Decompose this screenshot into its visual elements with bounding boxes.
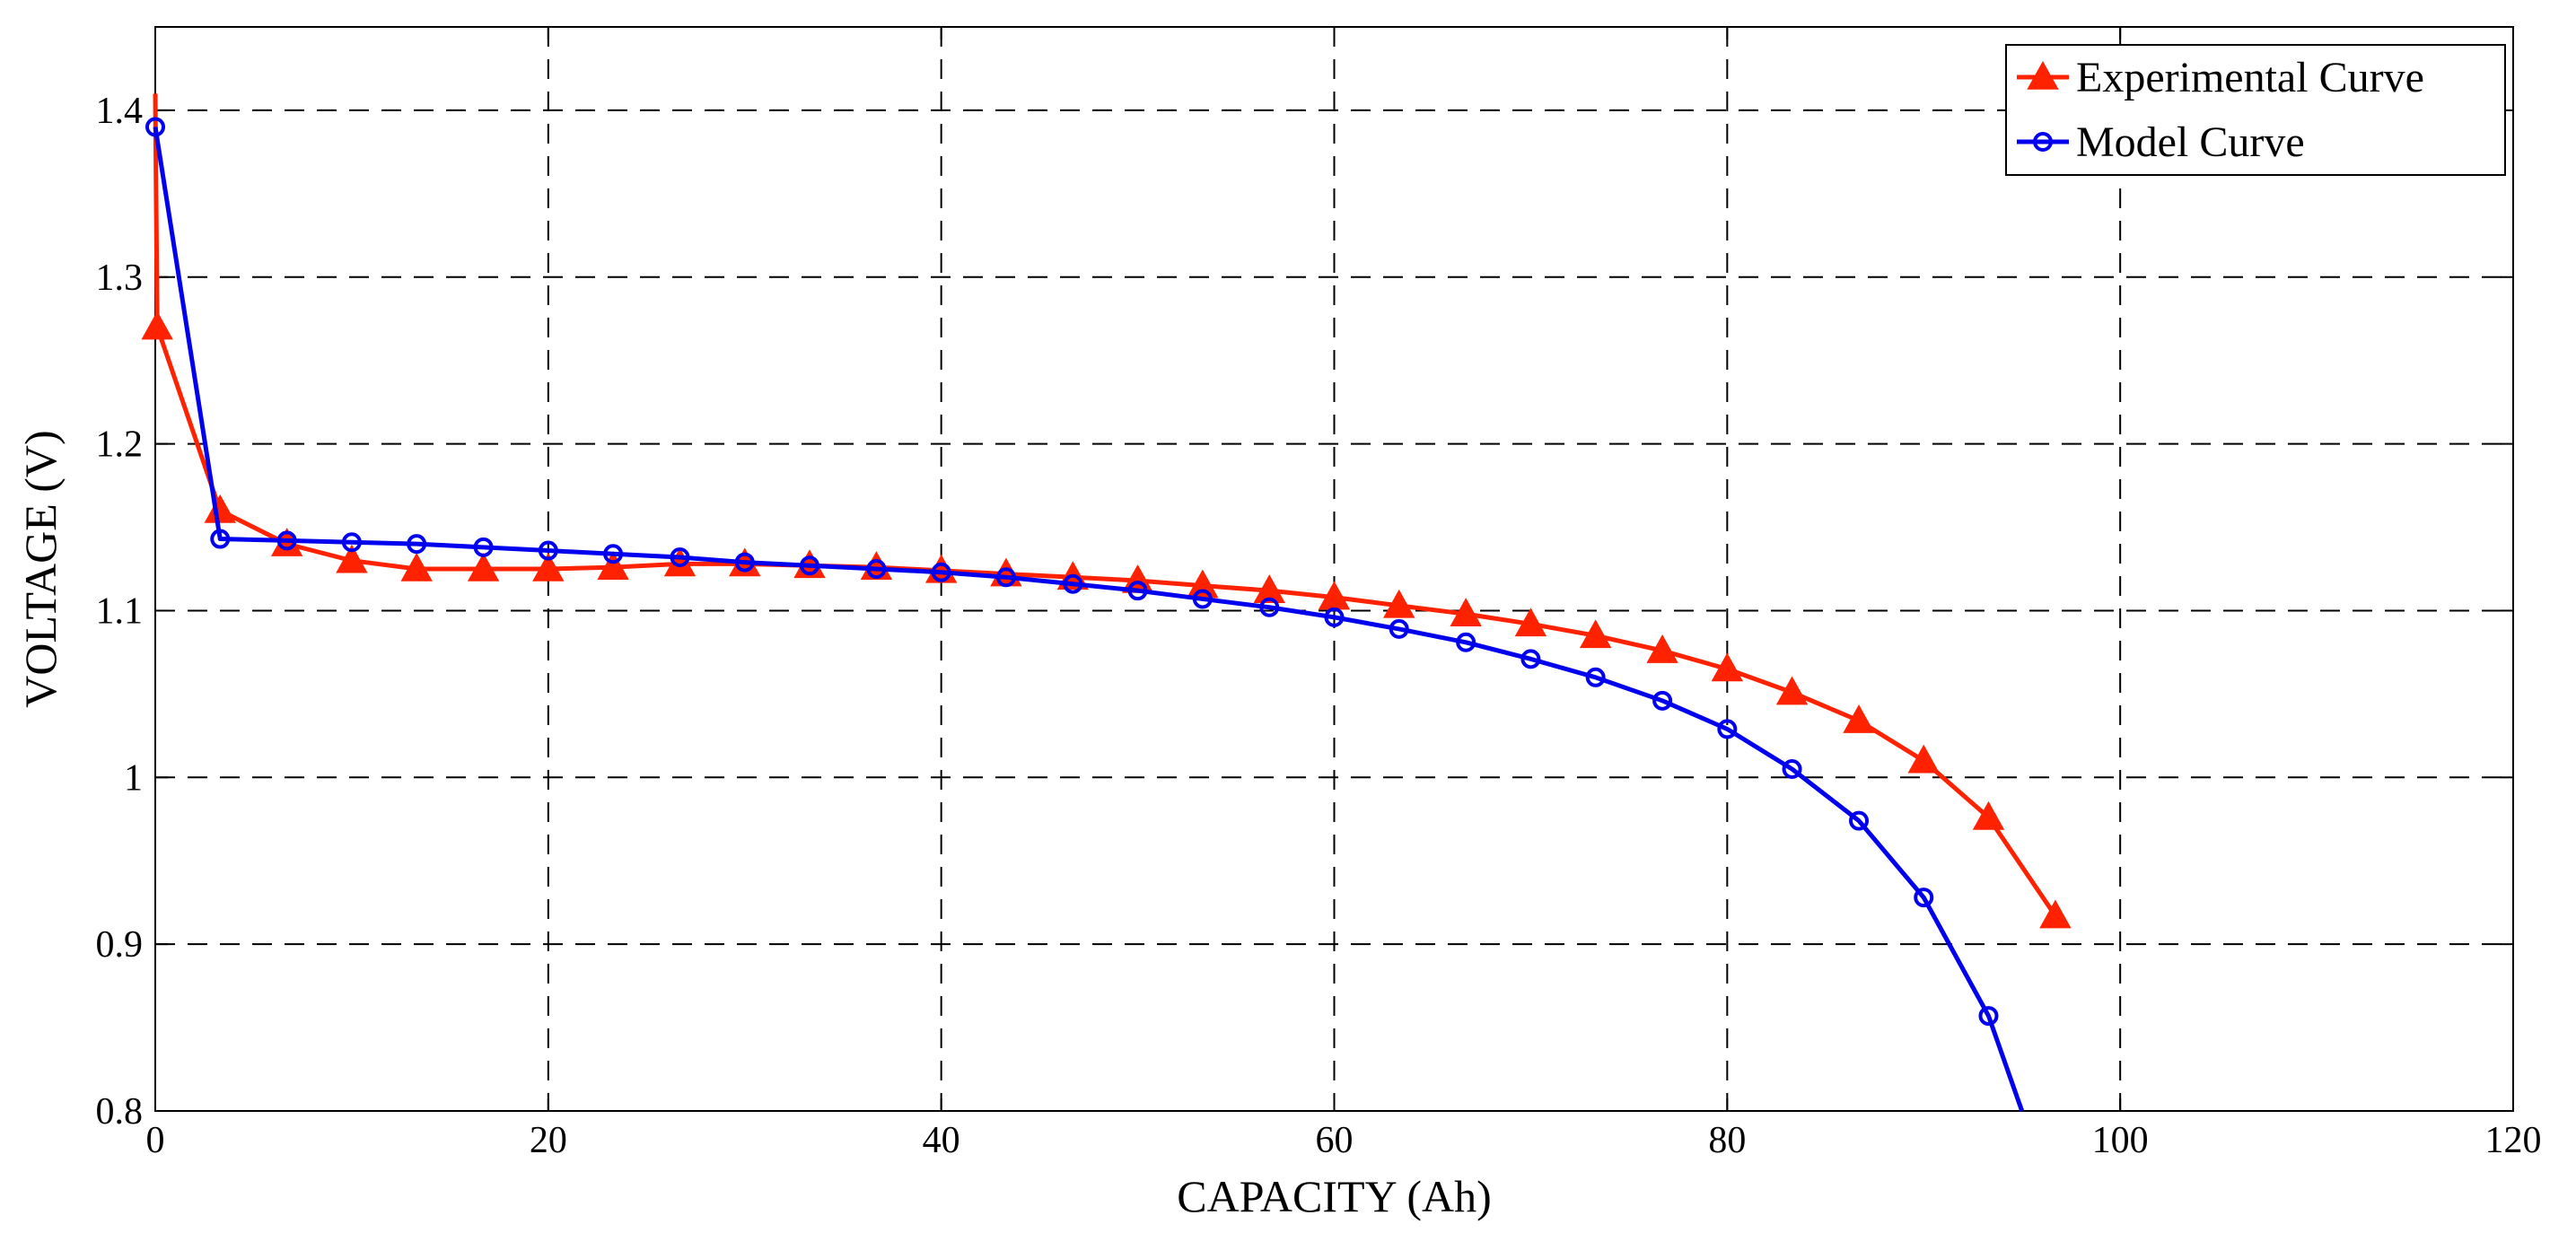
data-point-circle	[931, 562, 951, 582]
data-point-circle	[1652, 690, 1673, 711]
data-point-circle	[1192, 589, 1213, 609]
data-point-triangle	[204, 494, 236, 523]
x-tick-label: 80	[1708, 1120, 1746, 1161]
data-point-circle	[1127, 581, 1148, 601]
data-point-triangle	[1514, 608, 1547, 637]
x-tick-label: 120	[2485, 1120, 2542, 1161]
data-point-circle	[1914, 888, 1934, 908]
y-axis-label: VOLTAGE (V)	[15, 430, 66, 707]
legend-label: Experimental Curve	[2076, 54, 2424, 101]
data-point-circle	[341, 532, 362, 553]
data-point-circle	[1717, 719, 1738, 739]
data-point-triangle	[1646, 634, 1678, 663]
data-point-circle	[276, 530, 297, 551]
data-point-circle	[1978, 1006, 1999, 1027]
data-point-triangle	[467, 552, 500, 582]
data-point-circle	[603, 544, 624, 564]
data-point-circle	[1520, 649, 1541, 669]
data-point-circle	[670, 547, 690, 567]
data-point-circle	[1389, 618, 1409, 639]
x-axis-label: CAPACITY (Ah)	[1177, 1171, 1492, 1221]
x-tick-label: 20	[530, 1120, 567, 1161]
data-point-triangle	[336, 544, 368, 573]
data-point-circle	[2033, 132, 2053, 152]
data-point-triangle	[1775, 676, 1809, 705]
x-tick-label: 100	[2092, 1120, 2149, 1161]
y-tick-label: 1.3	[96, 258, 144, 299]
data-point-triangle	[597, 551, 629, 580]
data-point-triangle	[141, 310, 173, 340]
series-layer	[141, 93, 2072, 1112]
data-point-triangle	[1579, 619, 1612, 649]
y-tick-label: 1.2	[96, 424, 144, 466]
y-tick-label: 1	[124, 757, 143, 799]
legend-box	[2005, 44, 2506, 176]
legend-item: Experimental Curve	[2017, 54, 2424, 101]
data-point-circle	[866, 559, 887, 579]
legend-item: Model Curve	[2017, 118, 2305, 166]
data-point-triangle	[400, 552, 433, 582]
data-point-triangle	[1383, 589, 1415, 618]
data-point-circle	[1456, 632, 1476, 652]
data-point-circle	[1585, 667, 1606, 687]
legend: Experimental Curve Model Curve	[2005, 44, 2506, 176]
y-tick-label: 1.1	[96, 590, 144, 632]
data-point-triangle	[1972, 800, 2005, 830]
data-point-circle	[1259, 597, 1280, 617]
data-point-triangle	[1907, 744, 1940, 774]
data-point-circle	[473, 537, 494, 557]
y-tick-label: 0.9	[96, 924, 144, 966]
data-point-circle	[538, 540, 558, 561]
data-point-triangle	[2039, 899, 2072, 929]
y-tick-label: 0.8	[96, 1091, 144, 1132]
data-point-triangle	[1450, 598, 1482, 626]
series-model-curve	[145, 117, 2025, 1112]
series-line	[153, 127, 2025, 1112]
data-point-triangle	[1253, 574, 1285, 603]
grid	[155, 27, 2513, 1111]
data-point-circle	[995, 567, 1016, 588]
data-point-circle	[799, 555, 819, 576]
data-point-triangle	[1843, 704, 1875, 733]
x-tick-label: 40	[923, 1120, 960, 1161]
data-point-circle	[734, 552, 755, 573]
data-point-circle	[1849, 810, 1870, 831]
data-point-circle	[1782, 759, 1802, 780]
axis-ticks: 0 20 40 60 80 100 120 0.8 0.9 1 1.1 1.2 1.3 1.4	[96, 27, 2542, 1161]
x-tick-label: 0	[146, 1120, 165, 1161]
data-point-circle	[407, 534, 427, 555]
data-point-circle	[210, 529, 231, 549]
data-point-triangle	[532, 552, 565, 582]
data-point-circle	[1063, 573, 1083, 594]
data-point-circle	[1324, 607, 1345, 627]
legend-label: Model Curve	[2076, 118, 2305, 166]
y-tick-label: 1.4	[96, 91, 144, 132]
data-point-triangle	[2027, 60, 2059, 90]
data-point-circle	[145, 117, 165, 137]
data-point-triangle	[1711, 652, 1744, 682]
x-tick-label: 60	[1316, 1120, 1354, 1161]
